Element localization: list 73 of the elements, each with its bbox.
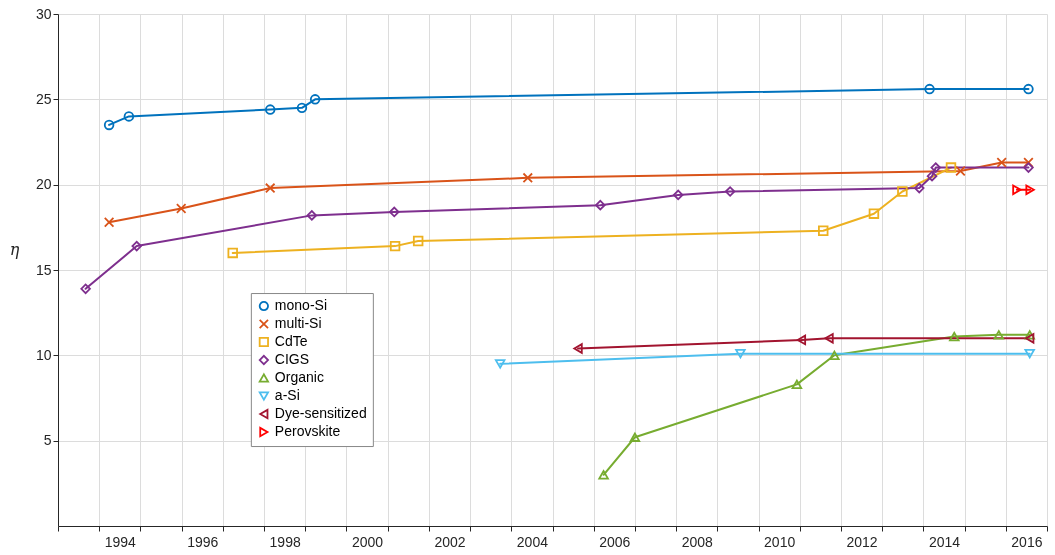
point bbox=[175, 203, 187, 214]
point bbox=[103, 119, 115, 131]
point bbox=[868, 208, 880, 219]
point bbox=[824, 333, 834, 344]
x-tick-label: 1998 bbox=[269, 533, 301, 550]
point bbox=[791, 379, 803, 389]
y-tick-label: 5 bbox=[43, 432, 52, 449]
point bbox=[829, 350, 840, 360]
point bbox=[949, 331, 960, 342]
x-tick-label: 1994 bbox=[104, 533, 137, 550]
point bbox=[724, 186, 736, 197]
legend-label: Dye-sensitized bbox=[274, 405, 367, 422]
point bbox=[1023, 162, 1034, 173]
point bbox=[930, 162, 941, 173]
point bbox=[264, 104, 276, 115]
x-tick-label: 2006 bbox=[599, 533, 631, 550]
point bbox=[264, 182, 276, 194]
x-tick-label: 2012 bbox=[846, 533, 878, 550]
x-tick-label: 2016 bbox=[1011, 533, 1043, 550]
point bbox=[996, 157, 1007, 168]
y-tick-label: 25 bbox=[35, 90, 52, 107]
y-tick-label: 20 bbox=[35, 176, 52, 193]
x-tick-label: 2010 bbox=[764, 533, 796, 550]
legend-label: a-Si bbox=[274, 387, 300, 404]
point bbox=[80, 283, 91, 294]
point bbox=[1023, 157, 1034, 168]
point bbox=[573, 343, 583, 354]
point bbox=[595, 199, 606, 211]
legend-label: Perovskite bbox=[274, 423, 341, 440]
point bbox=[389, 240, 401, 252]
point bbox=[296, 102, 308, 114]
legend-label: Organic bbox=[274, 369, 324, 386]
x-tick-label: 2004 bbox=[516, 533, 549, 550]
point bbox=[103, 216, 115, 228]
legend-label: mono-Si bbox=[274, 297, 327, 314]
point bbox=[818, 225, 829, 236]
point bbox=[914, 182, 925, 194]
point bbox=[131, 240, 142, 252]
point bbox=[522, 172, 533, 184]
y-axis-title: η bbox=[9, 240, 20, 260]
point bbox=[796, 334, 807, 346]
x-tick-label: 2000 bbox=[351, 533, 384, 550]
point bbox=[309, 94, 321, 105]
point bbox=[1023, 83, 1034, 95]
y-tick-label: 15 bbox=[35, 261, 52, 278]
x-tick-label: 2008 bbox=[681, 533, 714, 550]
point bbox=[389, 206, 400, 218]
y-tick-label: 30 bbox=[35, 5, 52, 22]
point bbox=[306, 210, 318, 221]
y-tick-label: 10 bbox=[35, 346, 52, 363]
point bbox=[598, 470, 609, 480]
point bbox=[945, 162, 957, 173]
point bbox=[672, 189, 684, 201]
legend-label: CdTe bbox=[274, 333, 308, 350]
point bbox=[924, 83, 935, 95]
x-tick-label: 2002 bbox=[434, 533, 466, 550]
point bbox=[227, 247, 238, 259]
point bbox=[123, 111, 135, 122]
legend-label: multi-Si bbox=[274, 315, 322, 332]
point bbox=[494, 359, 506, 369]
legend-label: CIGS bbox=[274, 351, 310, 368]
point bbox=[926, 170, 938, 182]
point bbox=[993, 330, 1005, 340]
point bbox=[735, 348, 746, 359]
point bbox=[1024, 348, 1035, 359]
point bbox=[955, 165, 966, 177]
point bbox=[412, 235, 424, 247]
x-tick-label: 1996 bbox=[187, 533, 219, 550]
x-tick-label: 2014 bbox=[928, 533, 961, 550]
point bbox=[1024, 330, 1035, 340]
point bbox=[897, 186, 908, 197]
point bbox=[1025, 333, 1035, 344]
point bbox=[629, 432, 641, 442]
